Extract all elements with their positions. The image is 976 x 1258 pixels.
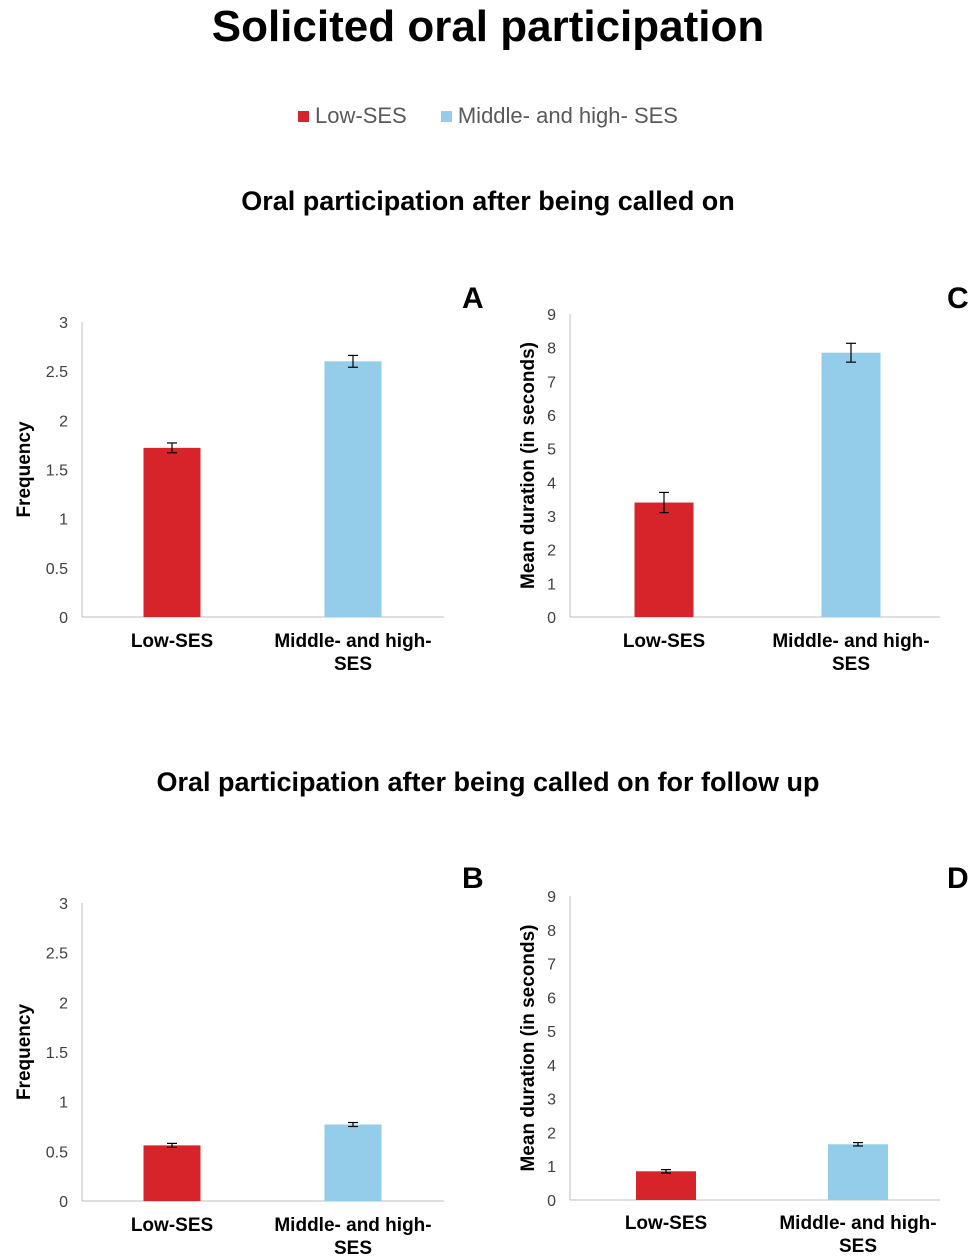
y-tick-label-d-7: 7 [547,957,556,974]
x-tick-label-a-middle-and-high-ses-0: Middle- and high- [274,631,431,652]
y-tick-label-b-1: 0.5 [46,1144,68,1161]
x-tick-label-d-middle-and-high-ses-1: SES [839,1236,877,1257]
bar-b-low-ses [143,1145,201,1201]
x-tick-label-b-middle-and-high-ses-0: Middle- and high- [274,1215,431,1236]
bar-a-low-ses [143,447,201,617]
y-tick-label-b-4: 2 [59,995,68,1012]
x-tick-label-a-low-ses-0: Low-SES [131,631,213,652]
x-tick-label-d-middle-and-high-ses-0: Middle- and high- [779,1213,936,1234]
y-tick-label-d-0: 0 [547,1193,556,1210]
y-tick-label-d-8: 8 [547,923,556,940]
y-tick-label-c-6: 6 [547,408,556,425]
y-tick-label-c-9: 9 [547,307,556,324]
y-tick-label-c-1: 1 [547,576,556,593]
y-tick-label-d-3: 3 [547,1092,556,1109]
bar-c-low-ses [634,502,694,617]
legend-label-low-ses: Low-SES [315,103,407,128]
x-tick-label-c-middle-and-high-ses-0: Middle- and high- [772,631,929,652]
y-tick-label-c-5: 5 [547,442,556,459]
panel-letter-d: D [947,862,969,895]
y-tick-label-d-4: 4 [547,1058,556,1075]
x-tick-label-b-low-ses-0: Low-SES [131,1215,213,1236]
x-tick-label-b-middle-and-high-ses-1: SES [334,1238,372,1258]
y-tick-label-d-2: 2 [547,1125,556,1142]
bar-a-middle-and-high-ses [324,361,382,617]
y-tick-label-a-6: 3 [59,315,68,332]
legend-item-low-ses: Low-SES [298,103,407,129]
y-tick-label-d-5: 5 [547,1024,556,1041]
y-tick-label-d-9: 9 [547,889,556,906]
y-tick-label-b-6: 3 [59,896,68,913]
legend-swatch-low-ses [298,111,310,122]
y-tick-label-d-1: 1 [547,1159,556,1176]
bar-c-middle-and-high-ses [821,352,881,617]
x-tick-label-a-middle-and-high-ses-1: SES [334,654,372,675]
y-tick-label-a-5: 2.5 [46,364,68,381]
y-tick-label-c-7: 7 [547,374,556,391]
y-tick-label-a-3: 1.5 [46,463,68,480]
y-tick-label-b-3: 1.5 [46,1045,68,1062]
panel-letter-a: A [462,282,484,315]
legend-label-middle-high-ses: Middle- and high- SES [457,103,678,128]
y-tick-label-c-2: 2 [547,543,556,560]
section-title-called-on: Oral participation after being called on [241,186,735,216]
y-axis-label-a: Frequency [14,421,35,518]
y-axis-label-c: Mean duration (in seconds) [518,342,539,589]
y-axis-label-d: Mean duration (in seconds) [518,924,539,1171]
y-tick-label-a-0: 0 [59,610,68,627]
y-tick-label-a-4: 2 [59,413,68,430]
legend-item-middle-high-ses: Middle- and high- SES [440,103,678,129]
y-axis-label-b: Frequency [14,1004,35,1101]
y-tick-label-a-1: 0.5 [46,561,68,578]
bar-d-middle-and-high-ses [828,1144,888,1200]
y-tick-label-d-6: 6 [547,990,556,1007]
panel-letter-c: C [947,282,969,315]
y-tick-label-c-4: 4 [547,475,556,492]
panel-letter-b: B [462,862,484,895]
x-tick-label-c-middle-and-high-ses-1: SES [832,654,870,675]
x-tick-label-d-low-ses-0: Low-SES [625,1213,707,1234]
y-tick-label-b-2: 1 [59,1095,68,1112]
bar-d-low-ses [636,1171,696,1200]
y-tick-label-c-0: 0 [547,610,556,627]
legend-swatch-middle-high-ses [440,111,452,122]
bar-b-middle-and-high-ses [324,1124,382,1201]
legend: Low-SES Middle- and high- SES [0,103,976,129]
x-tick-label-c-low-ses-0: Low-SES [623,631,705,652]
section-title-follow-up: Oral participation after being called on… [156,767,820,797]
y-tick-label-c-8: 8 [547,341,556,358]
main-title: Solicited oral participation [211,2,765,51]
y-tick-label-b-0: 0 [59,1194,68,1211]
y-tick-label-c-3: 3 [547,509,556,526]
y-tick-label-b-5: 2.5 [46,946,68,963]
y-tick-label-a-2: 1 [59,512,68,529]
